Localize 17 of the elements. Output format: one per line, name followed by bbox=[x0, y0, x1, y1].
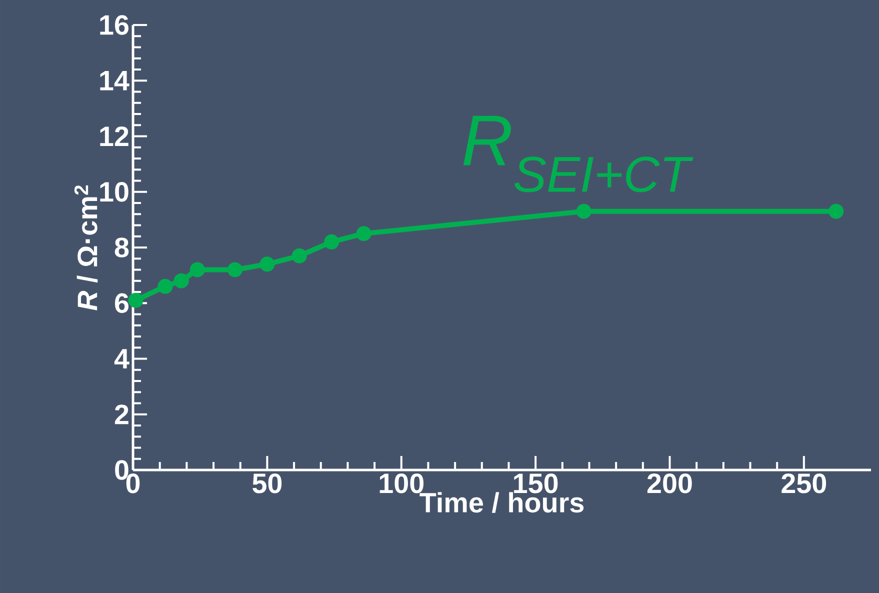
y-tick-label: 14 bbox=[100, 71, 130, 90]
x-tick-label: 250 bbox=[782, 474, 826, 494]
x-tick-label: 50 bbox=[252, 474, 282, 494]
y-tick-label: 12 bbox=[100, 126, 128, 146]
x-tick-label: 150 bbox=[514, 474, 558, 494]
y-axis-title: R / Ω·cm$^{2}$ bbox=[74, 185, 98, 310]
y-tick-label: 0 bbox=[115, 460, 128, 480]
x-tick-label: 200 bbox=[647, 474, 692, 494]
x-tick-label: 100 bbox=[380, 474, 424, 494]
y-tick-label: 8 bbox=[114, 238, 129, 258]
y-tick-label: 2 bbox=[114, 404, 128, 424]
y-tick-label: 6 bbox=[114, 293, 128, 313]
y-tick-label: 4 bbox=[114, 349, 130, 368]
series-label: R$_{SEI+CT}$ bbox=[463, 116, 694, 192]
y-tick-label: 16 bbox=[100, 15, 128, 35]
x-axis-title: Time / hours bbox=[420, 492, 584, 513]
y-tick-label: 10 bbox=[100, 182, 128, 202]
